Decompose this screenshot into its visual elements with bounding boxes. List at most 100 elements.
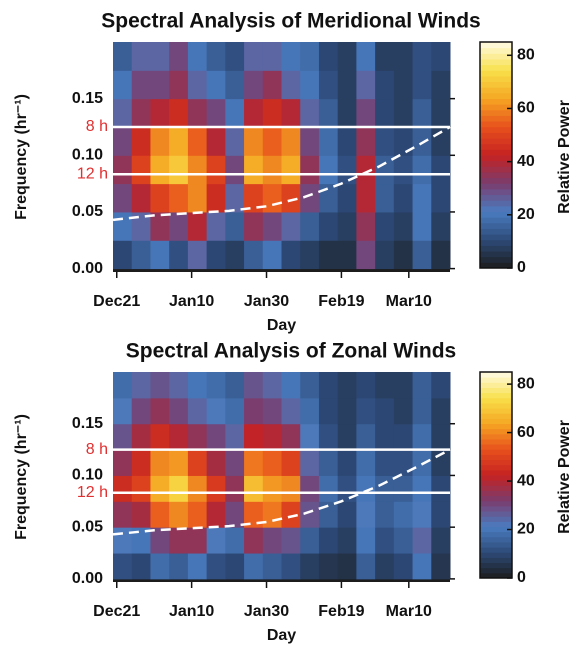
heatmap-cell [412,397,432,425]
heatmap-cell [431,372,451,399]
heatmap-cell [318,98,339,128]
heatmap-cell [318,211,339,241]
colorbar-step [480,469,512,476]
heatmap-cell [337,42,357,71]
heatmap-cell [356,553,376,580]
y-axis-label: Frequency (hr⁻¹) [13,94,30,220]
colorbar-step [480,372,512,378]
colorbar-step [480,104,512,111]
heatmap-cell [225,553,245,580]
heatmap-cell [113,475,133,502]
heatmap-cell [187,155,208,185]
heatmap-cell [281,501,301,528]
heatmap-cell [281,126,301,156]
heatmap-cell [262,70,282,100]
heatmap-cell [169,155,189,185]
heatmap-cell [300,501,320,528]
heatmap-cell [113,211,133,241]
heatmap-cell [356,475,376,502]
colorbar-step [480,115,512,122]
y-tick-label: 0.00 [72,570,103,587]
heatmap-cell [431,98,451,128]
heatmap-cell [318,183,339,213]
heatmap-cell [131,372,151,399]
heatmap-cell [244,475,264,502]
heatmap-cell [375,70,395,100]
reference-label: 8 h [86,441,108,458]
heatmap-cell [150,423,170,451]
heatmap-cell [244,211,264,241]
colorbar-step [480,160,512,167]
heatmap-cell [281,527,301,554]
heatmap-cell [206,527,226,554]
colorbar-step [480,194,512,201]
heatmap-cell [113,70,133,100]
colorbar-step [480,475,512,481]
heatmap-cell [412,211,432,241]
colorbar-step [480,205,512,212]
y-tick-label: 0.15 [72,90,103,107]
heatmap-cell [187,372,208,399]
heatmap-cell [187,475,208,502]
heatmap-cell [131,70,151,100]
heatmap-cell [244,423,264,451]
colorbar-step [480,423,512,430]
colorbar-step [480,53,512,60]
heatmap-cell [300,553,320,580]
heatmap-cell [131,501,151,528]
colorbar-step [480,382,512,388]
heatmap-cell [337,423,357,451]
colorbar-step [480,92,512,99]
x-axis-label: Day [267,627,296,644]
heatmap-cell [169,211,189,241]
colorbar-step [480,75,512,83]
colorbar-step [480,521,512,527]
x-tick-label: Jan30 [244,603,289,620]
x-axis-label: Day [267,317,296,334]
heatmap-cell [225,211,245,241]
heatmap-cell [169,501,189,528]
colorbar-tick-label: 20 [517,206,535,223]
heatmap-cell [431,397,451,425]
colorbar-step [480,536,512,543]
colorbar-tick-label: 60 [517,100,535,117]
heatmap-cell [318,126,339,156]
colorbar-step [480,228,512,235]
y-tick-label: 0.05 [72,203,103,220]
heatmap-cell [281,70,301,100]
heatmap-cell [131,397,151,425]
chart-title: Spectral Analysis of Zonal Winds [126,340,456,363]
heatmap-cell [113,372,133,399]
heatmap-cell [281,372,301,399]
heatmap-cell [244,527,264,554]
colorbar-step [480,438,512,445]
heatmap-cell [375,42,395,71]
heatmap-cell [337,240,357,270]
heatmap-cell [300,183,320,213]
heatmap-cell [375,240,395,270]
colorbar-step [480,155,512,162]
heatmap-cell [337,449,357,476]
reference-label: 12 h [77,484,108,501]
heatmap-cell [281,211,301,241]
heatmap-cell [300,42,320,71]
heatmap-cell [131,183,151,213]
colorbar-label: Relative Power [556,100,573,214]
heatmap-cell [225,183,245,213]
heatmap-cell [412,553,432,580]
colorbar-step [480,149,512,156]
heatmap-cell [225,98,245,128]
colorbar-frame [479,371,513,579]
colorbar-step [480,121,512,128]
heatmap-cell [375,527,395,554]
colorbar-tick-label: 80 [517,47,535,64]
heatmap-cell [318,553,339,580]
colorbar-step [480,428,512,435]
heatmap-cell [187,240,208,270]
heatmap-cell [131,155,151,185]
heatmap-cell [431,183,451,213]
heatmap-cell [318,240,339,270]
heatmap-cell [131,42,151,71]
colorbar-step [480,485,512,491]
heatmap-cell [187,126,208,156]
